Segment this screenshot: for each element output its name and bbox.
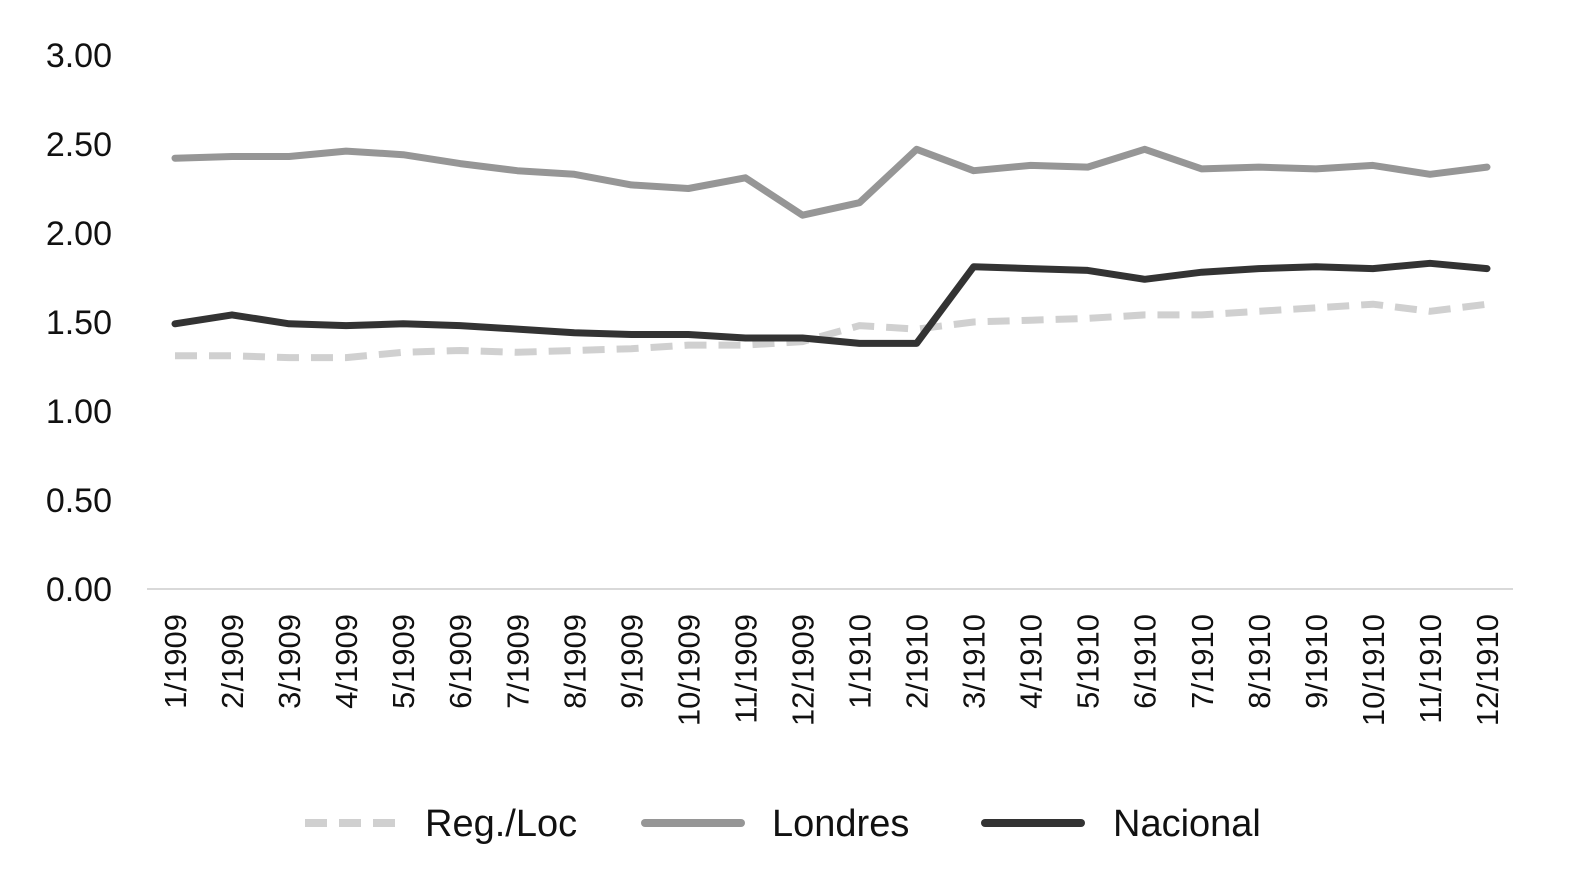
series-lines: [175, 149, 1487, 357]
x-tick-label: 12/1909: [785, 614, 820, 726]
x-tick-label: 11/1910: [1413, 614, 1448, 724]
x-tick-label: 8/1909: [557, 614, 592, 709]
x-tick-label: 10/1910: [1356, 614, 1391, 726]
x-tick-label: 6/1910: [1128, 614, 1163, 709]
x-tick-label: 1/1909: [158, 614, 193, 709]
y-tick-label: 1.00: [46, 393, 112, 431]
y-tick-label: 3.00: [46, 37, 112, 75]
series-line-londres: [175, 149, 1487, 215]
x-tick-label: 2/1909: [215, 614, 250, 709]
x-tick-label: 8/1910: [1242, 614, 1277, 709]
x-tick-label: 11/1909: [728, 614, 763, 724]
x-tick-label: 7/1910: [1185, 614, 1220, 709]
x-tick-label: 6/1909: [443, 614, 478, 709]
y-tick-label: 0.50: [46, 482, 112, 520]
legend-label: Nacional: [1113, 803, 1261, 845]
x-tick-label: 12/1910: [1470, 614, 1505, 726]
x-tick-label: 9/1910: [1299, 614, 1334, 709]
series-line-reg-loc: [175, 304, 1487, 357]
x-tick-label: 10/1909: [671, 614, 706, 726]
x-tick-label: 4/1909: [329, 614, 364, 709]
x-tick-label: 7/1909: [500, 614, 535, 709]
y-tick-label: 1.50: [46, 304, 112, 342]
x-tick-label: 5/1909: [386, 614, 421, 709]
x-tick-label: 9/1909: [614, 614, 649, 709]
legend-label: Londres: [772, 803, 909, 845]
legend: Reg./Loc Londres Nacional: [305, 803, 1261, 845]
y-tick-label: 0.00: [46, 571, 112, 609]
x-tick-label: 3/1910: [957, 614, 992, 709]
x-tick-label: 3/1909: [272, 614, 307, 709]
x-axis: 1/1909 2/1909 3/1909 4/1909 5/1909 6/1909 7/19…: [158, 614, 1505, 726]
y-tick-label: 2.00: [46, 215, 112, 253]
x-tick-label: 5/1910: [1071, 614, 1106, 709]
x-tick-label: 2/1910: [900, 614, 935, 709]
legend-label: Reg./Loc: [425, 803, 577, 845]
y-tick-label: 2.50: [46, 126, 112, 164]
x-tick-label: 4/1910: [1014, 614, 1049, 709]
y-axis: 0.00 0.50 1.00 1.50 2.00 2.50 3.00: [46, 37, 112, 609]
x-tick-label: 1/1910: [843, 614, 878, 709]
